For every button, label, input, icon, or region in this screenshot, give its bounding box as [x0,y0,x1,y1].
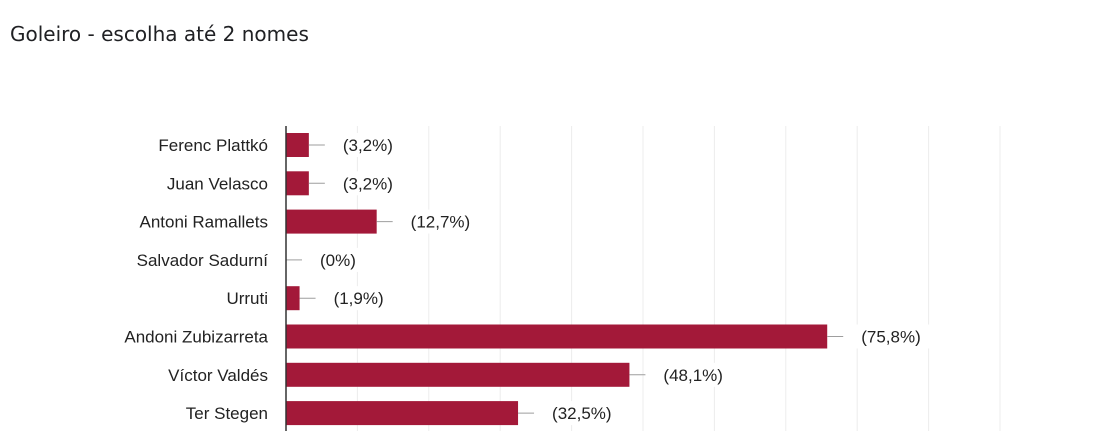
bar [286,286,300,311]
bar [286,209,377,234]
bar [286,362,630,387]
category-label: Ferenc Plattkó [158,136,268,155]
value-label-background [653,362,734,387]
bar [286,324,828,349]
bars [286,133,844,426]
value-label: (1,9%) [334,289,384,308]
bar [286,171,309,196]
category-label: Víctor Valdés [168,366,268,385]
category-label: Ter Stegen [186,404,268,423]
gridlines [356,126,1001,431]
bar [286,401,519,426]
value-label: (0%) [320,251,356,270]
value-label: (12,7%) [411,213,471,232]
value-label: (3,2%) [343,136,393,155]
value-label-background [542,401,623,426]
category-label: Antoni Ramallets [139,213,268,232]
value-label-background [851,324,932,349]
labels: Ferenc Plattkó (3,2%) Juan Velasco (3,2%) An… [124,133,932,426]
value-label: (3,2%) [343,174,393,193]
value-label-background [323,286,396,311]
value-label-background [400,209,481,234]
category-label: Juan Velasco [167,174,268,193]
value-label: (75,8%) [861,328,921,347]
value-label: (48,1%) [663,366,723,385]
value-label-background [310,247,365,272]
value-label: (32,5%) [552,404,612,423]
category-label: Urruti [226,289,268,308]
value-label-background [332,133,405,157]
category-label: Andoni Zubizarreta [124,328,268,347]
value-label-background [332,171,405,196]
category-label: Salvador Sadurní [137,251,269,270]
chart-title: Goleiro - escolha até 2 nomes [10,22,309,46]
bar [286,133,309,157]
